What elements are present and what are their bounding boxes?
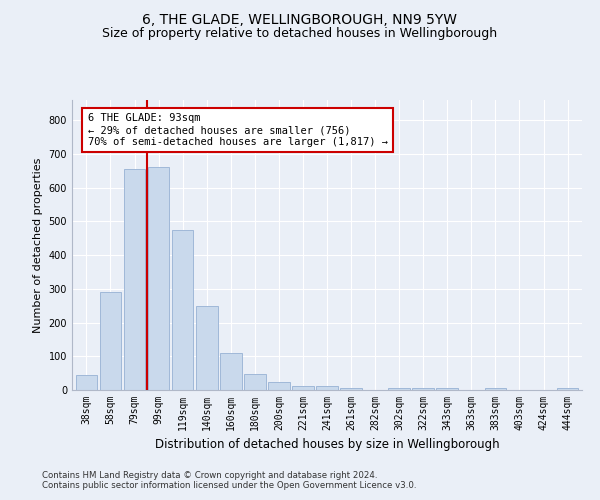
Bar [412,388,434,390]
Bar [436,388,458,390]
Bar [100,292,121,390]
Bar [196,306,218,390]
Bar [244,374,266,390]
Bar [124,169,145,390]
Bar [148,168,169,390]
Text: 6, THE GLADE, WELLINGBOROUGH, NN9 5YW: 6, THE GLADE, WELLINGBOROUGH, NN9 5YW [143,12,458,26]
Bar [292,386,314,390]
Bar [76,375,97,390]
Y-axis label: Number of detached properties: Number of detached properties [33,158,43,332]
Text: Contains public sector information licensed under the Open Government Licence v3: Contains public sector information licen… [42,480,416,490]
Bar [340,388,362,390]
Bar [268,382,290,390]
Bar [557,388,578,390]
Bar [172,230,193,390]
X-axis label: Distribution of detached houses by size in Wellingborough: Distribution of detached houses by size … [155,438,499,452]
Bar [316,386,338,390]
Text: Size of property relative to detached houses in Wellingborough: Size of property relative to detached ho… [103,28,497,40]
Bar [220,353,242,390]
Bar [388,388,410,390]
Bar [485,388,506,390]
Text: 6 THE GLADE: 93sqm
← 29% of detached houses are smaller (756)
70% of semi-detach: 6 THE GLADE: 93sqm ← 29% of detached hou… [88,114,388,146]
Text: Contains HM Land Registry data © Crown copyright and database right 2024.: Contains HM Land Registry data © Crown c… [42,470,377,480]
